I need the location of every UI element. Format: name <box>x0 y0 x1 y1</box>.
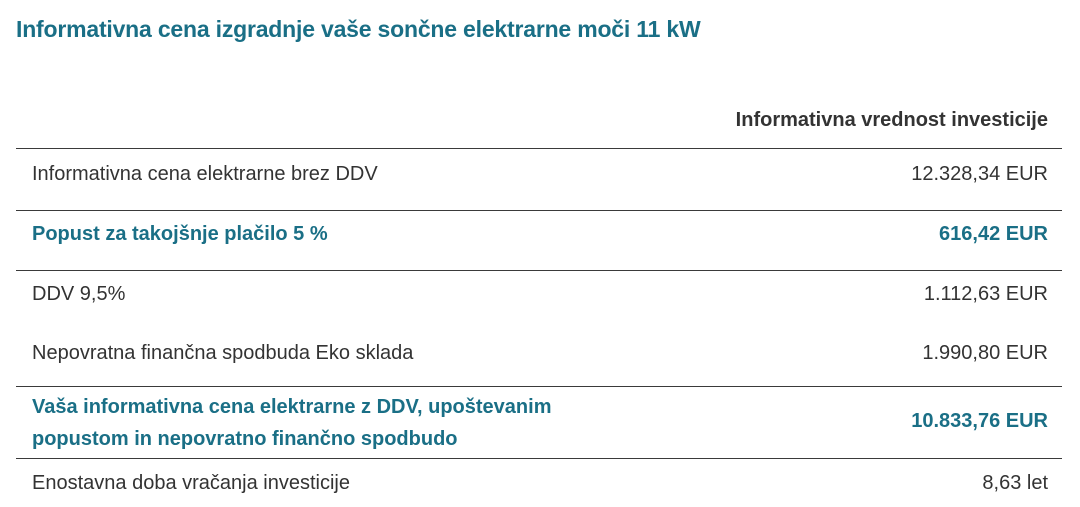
row-value: 8,63 let <box>982 472 1048 494</box>
row-value: 1.112,63 EUR <box>923 283 1048 305</box>
table-row: DDV 9,5% 1.112,63 EUR <box>16 270 1062 328</box>
table-row: Informativna cena elektrarne brez DDV 12… <box>16 148 1062 210</box>
row-value: 10.833,76 EUR <box>911 410 1048 432</box>
row-label: Enostavna doba vračanja investicije <box>32 472 350 494</box>
row-label-line-2: popustom in nepovratno finančno spodbudo <box>32 428 458 450</box>
row-label: Popust za takojšnje plačilo 5 % <box>32 223 328 245</box>
row-label: Vaša informativna cena elektrarne z DDV,… <box>32 391 551 455</box>
row-value: 1.990,80 EUR <box>922 342 1048 364</box>
row-value: 616,42 EUR <box>939 223 1048 245</box>
table-row-discount: Popust za takojšnje plačilo 5 % 616,42 E… <box>16 210 1062 270</box>
table-row-total: Vaša informativna cena elektrarne z DDV,… <box>16 386 1062 458</box>
column-header-investment-value: Informativna vrednost investicije <box>735 109 1048 131</box>
table-row: Enostavna doba vračanja investicije 8,63… <box>16 458 1062 506</box>
row-label-line-1: Vaša informativna cena elektrarne z DDV,… <box>32 396 552 418</box>
table-row: Nepovratna finančna spodbuda Eko sklada … <box>16 328 1062 386</box>
row-label: Nepovratna finančna spodbuda Eko sklada <box>32 342 414 364</box>
row-label: Informativna cena elektrarne brez DDV <box>32 163 378 185</box>
page-title: Informativna cena izgradnje vaše sončne … <box>16 16 701 42</box>
row-label: DDV 9,5% <box>32 283 126 305</box>
row-value: 12.328,34 EUR <box>911 163 1048 185</box>
